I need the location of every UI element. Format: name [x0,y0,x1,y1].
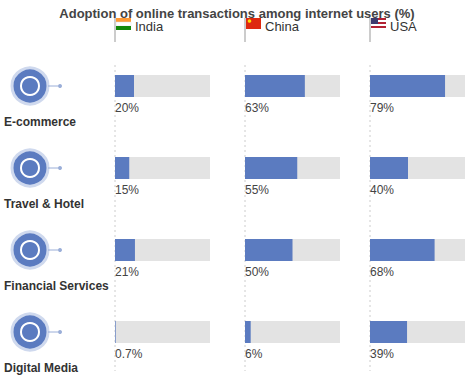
svg-text:79%: 79% [370,101,394,115]
svg-text:India: India [135,18,164,34]
svg-text:Travel & Hotel: Travel & Hotel [4,197,84,211]
svg-text:40%: 40% [370,183,394,197]
svg-text:63%: 63% [245,101,269,115]
svg-text:55%: 55% [245,183,269,197]
svg-text:15%: 15% [115,183,139,197]
svg-text:68%: 68% [370,265,394,279]
svg-text:20%: 20% [115,101,139,115]
svg-text:USA: USA [390,18,417,34]
svg-text:6%: 6% [245,347,263,361]
svg-text:0.7%: 0.7% [115,347,143,361]
svg-text:Adoption of online transaction: Adoption of online transactions among in… [59,6,414,21]
svg-text:Digital Media: Digital Media [4,361,78,375]
svg-text:Financial Services: Financial Services [4,279,109,293]
svg-text:50%: 50% [245,265,269,279]
svg-text:China: China [265,18,299,34]
svg-text:21%: 21% [115,265,139,279]
svg-text:39%: 39% [370,347,394,361]
svg-text:E-commerce: E-commerce [4,115,76,129]
